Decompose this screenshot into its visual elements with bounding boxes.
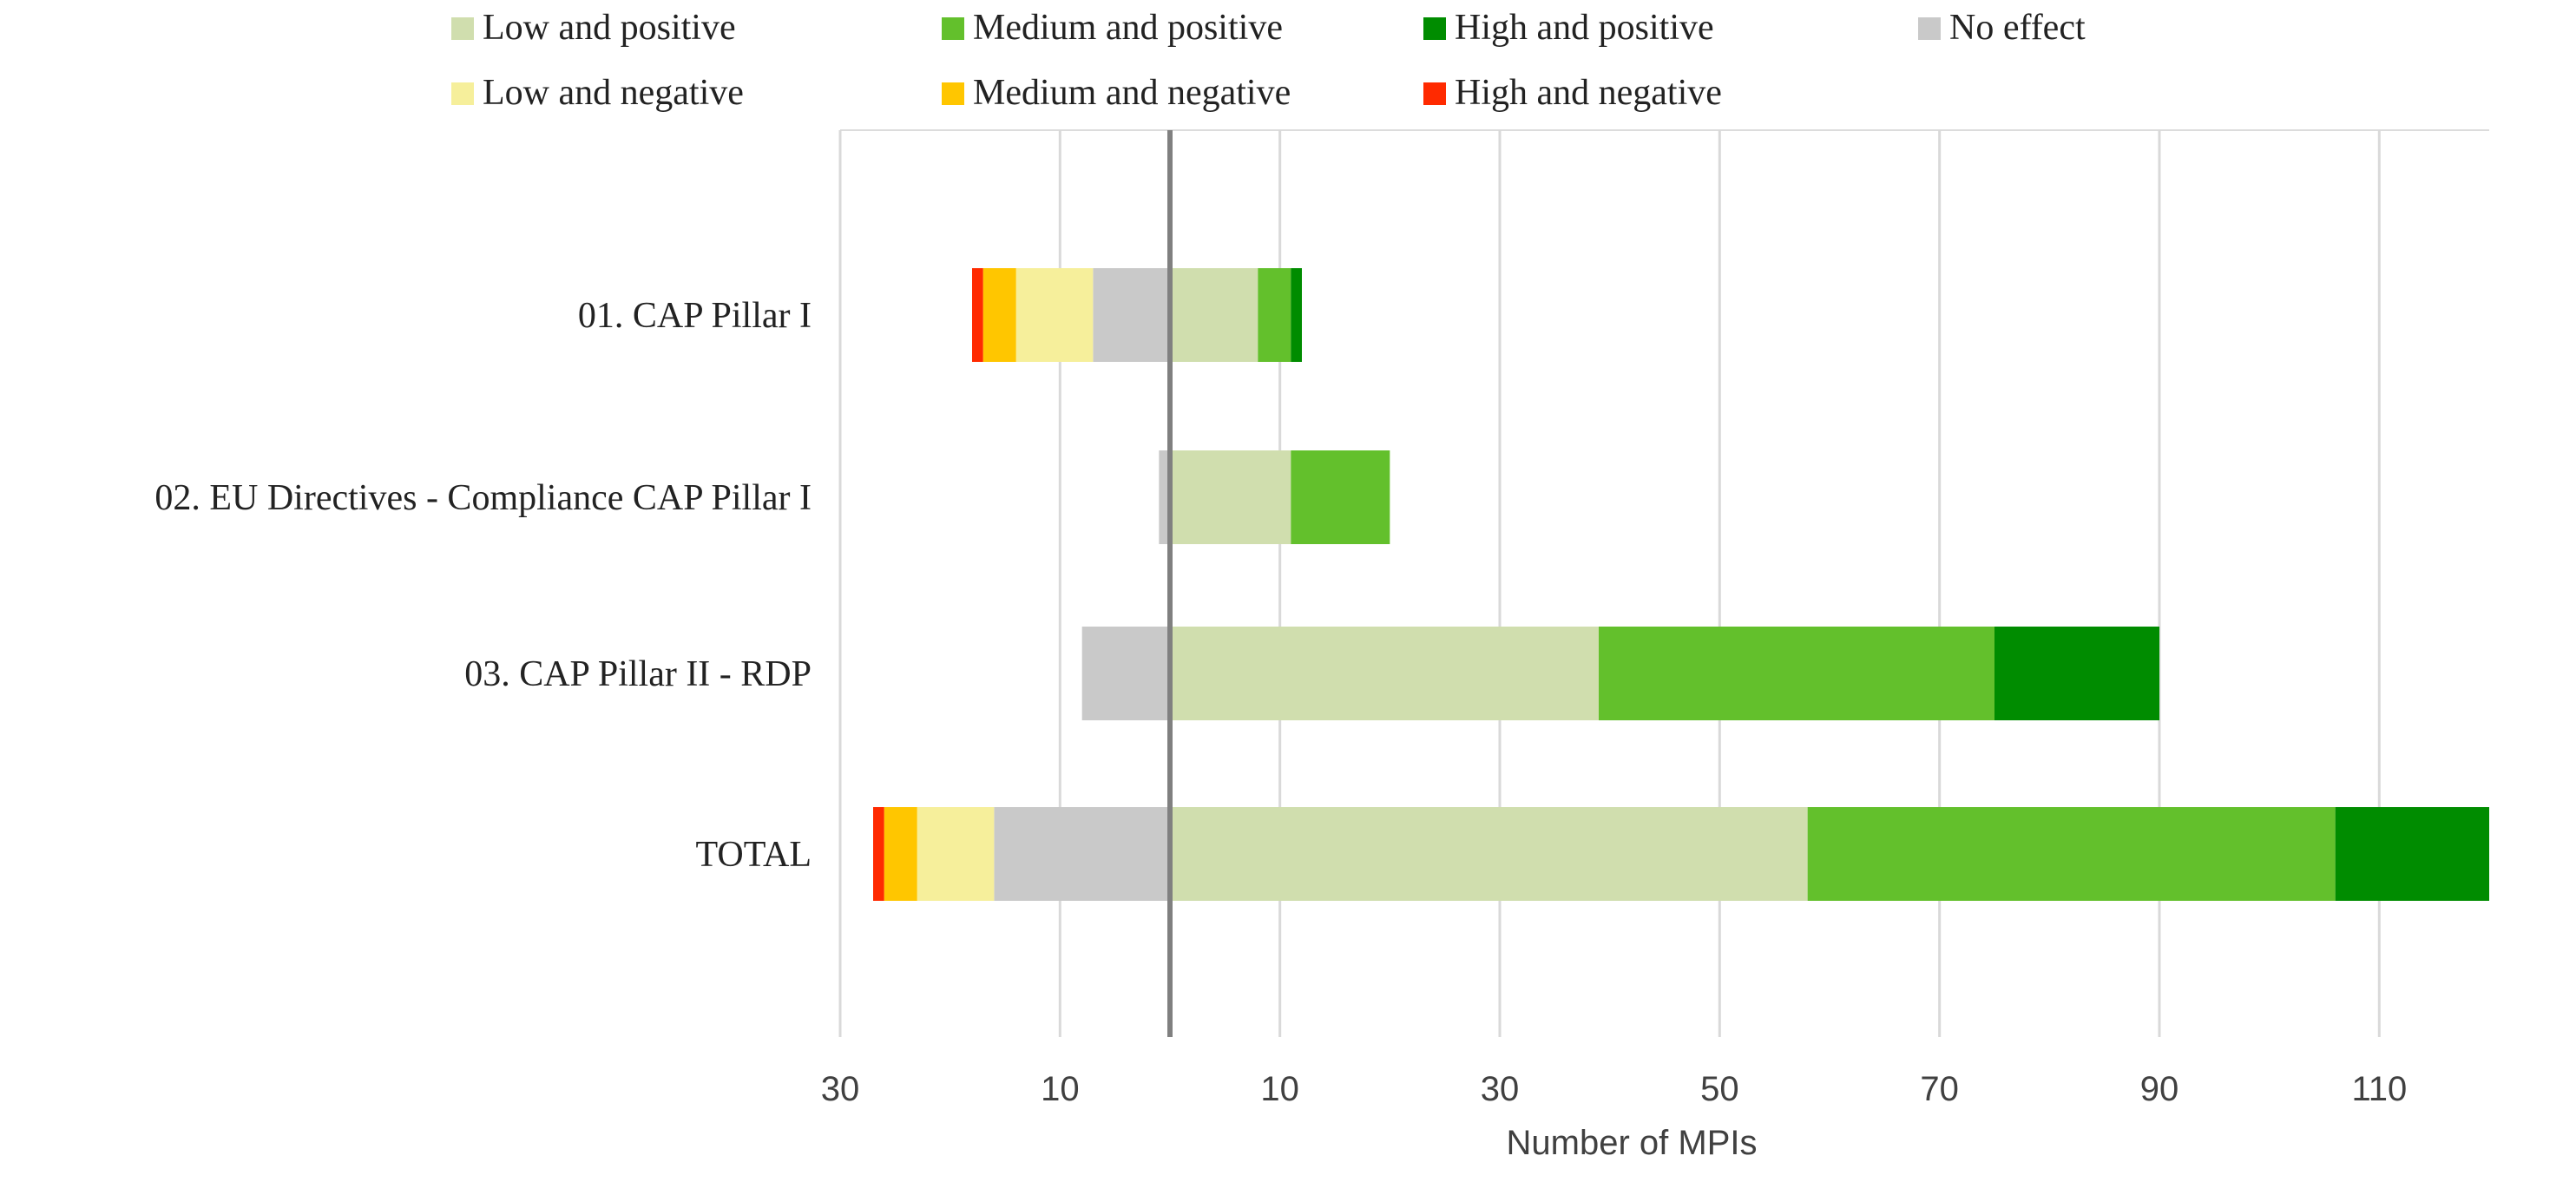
bar-segment <box>1093 268 1170 362</box>
bar-segment <box>1015 268 1094 362</box>
legend-swatch <box>942 17 964 40</box>
legend-swatch <box>1918 17 1941 40</box>
legend-label: High and positive <box>1455 8 1714 48</box>
legend-swatch <box>1423 17 1446 40</box>
bar-segment <box>982 268 1016 362</box>
bar-segment <box>1258 268 1291 362</box>
x-tick-labels: 30 10 10 30 50 70 90 110 <box>821 1070 2407 1108</box>
x-tick-label: 30 <box>1481 1070 1520 1108</box>
bar-segment <box>1599 627 1994 720</box>
x-tick-label: 70 <box>1920 1070 1959 1108</box>
legend-label: Low and positive <box>483 8 736 48</box>
x-tick-label: 90 <box>2140 1070 2179 1108</box>
category-labels: 01. CAP Pillar I 02. EU Directives - Comp… <box>154 296 812 875</box>
legend-swatch <box>451 82 474 105</box>
bars <box>873 268 2489 901</box>
bar-segment <box>1291 268 1302 362</box>
legend-swatch <box>451 17 474 40</box>
legend-swatch <box>942 82 964 105</box>
x-tick-label: 50 <box>1700 1070 1739 1108</box>
x-tick-label: 110 <box>2351 1070 2407 1108</box>
legend-label: Medium and positive <box>973 8 1283 48</box>
x-axis-label: Number of MPIs <box>1507 1124 1758 1162</box>
bar-segment <box>1170 450 1291 544</box>
bar-segment <box>1081 627 1170 720</box>
x-tick-label: 10 <box>1041 1070 1080 1108</box>
legend-label: No effect <box>1949 8 2086 48</box>
bar-segment <box>873 807 884 901</box>
bar-segment <box>2335 807 2489 901</box>
bar-segment <box>994 807 1170 901</box>
bar-segment <box>884 807 917 901</box>
category-label: 02. EU Directives - Compliance CAP Pilla… <box>154 478 812 518</box>
category-label: TOTAL <box>695 835 812 875</box>
bar-segment <box>1170 627 1599 720</box>
legend-label: High and negative <box>1455 73 1722 113</box>
bar-segment <box>1159 450 1170 544</box>
legend-label: Medium and negative <box>973 73 1291 113</box>
bar-segment <box>1170 268 1258 362</box>
legend-swatch <box>1423 82 1446 105</box>
x-tick-label: 10 <box>1260 1070 1299 1108</box>
bar-segment <box>972 268 983 362</box>
bar-segment <box>1807 807 2336 901</box>
bar-segment <box>1994 627 2159 720</box>
bar-segment <box>1291 450 1390 544</box>
category-label: 03. CAP Pillar II - RDP <box>464 654 812 694</box>
legend-label: Low and negative <box>483 73 744 113</box>
category-label: 01. CAP Pillar I <box>578 296 812 336</box>
legend: Low and positive Medium and positive High … <box>451 8 2086 113</box>
bar-segment <box>1170 807 1808 901</box>
x-tick-label: 30 <box>821 1070 860 1108</box>
bar-segment <box>917 807 995 901</box>
